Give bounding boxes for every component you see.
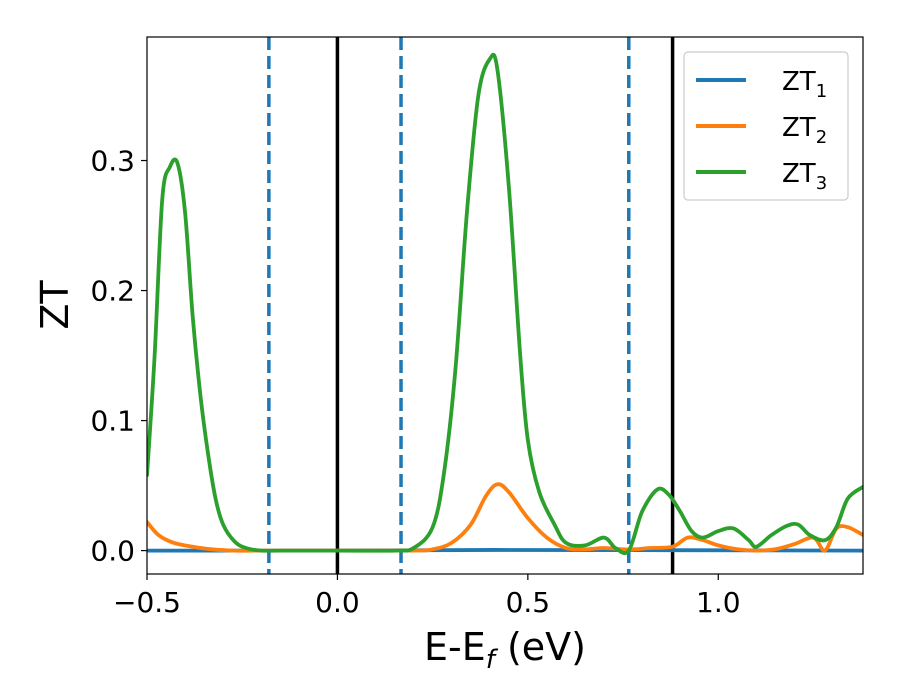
y-axis: 0.0 0.1 0.2 0.3: [90, 145, 147, 568]
legend-label-zt3: ZT3: [782, 159, 827, 194]
legend-box: [683, 51, 849, 201]
y-tick-label-1: 0.1: [90, 405, 135, 438]
y-tick-label-3: 0.3: [90, 145, 135, 178]
x-axis-title: E-Ef (eV): [424, 625, 586, 675]
legend-label-zt2: ZT2: [782, 113, 827, 148]
x-tick-label-3: 1.0: [696, 586, 741, 619]
x-tick-label-2: 0.5: [506, 586, 551, 619]
legend-label-zt1: ZT1: [782, 67, 827, 102]
series-line-zt3: [147, 52, 863, 555]
y-tick-label-2: 0.2: [90, 275, 135, 308]
plot-frame: [146, 36, 864, 575]
x-axis: −0.5 0.0 0.5 1.0: [113, 574, 741, 619]
x-axis-title-unit: (eV): [495, 625, 586, 669]
reference-lines: [267, 37, 675, 574]
series-layer: [147, 52, 863, 555]
legend: ZT1 ZT2 ZT3: [683, 51, 849, 201]
series-line-zt2: [147, 482, 863, 553]
y-tick-label-0: 0.0: [90, 535, 135, 568]
y-axis-title: ZT: [33, 280, 77, 330]
x-tick-label-0: −0.5: [113, 586, 181, 619]
x-tick-label-1: 0.0: [315, 586, 360, 619]
